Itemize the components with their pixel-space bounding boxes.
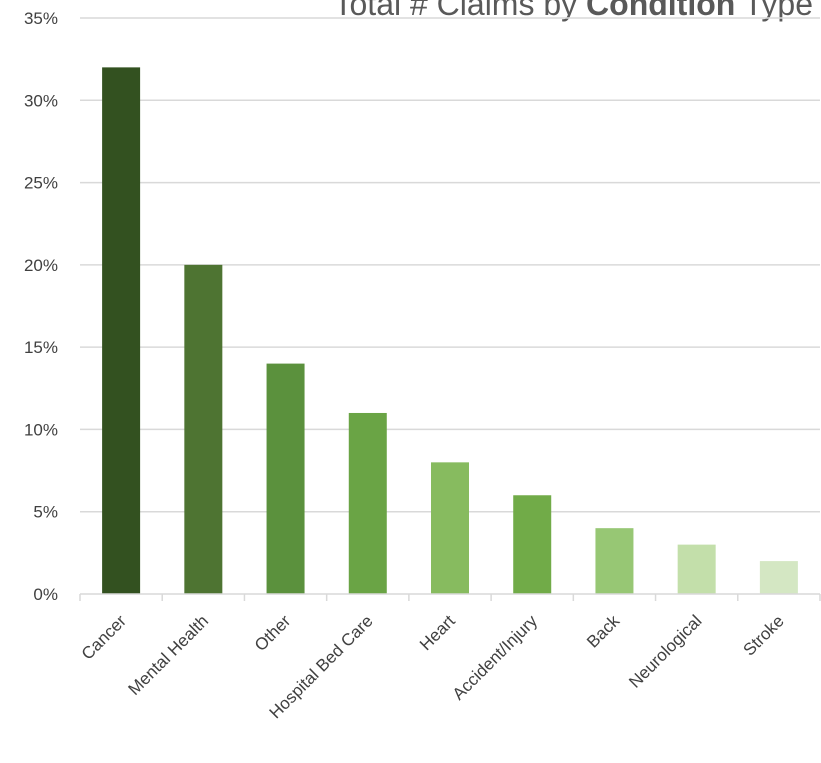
y-tick-label: 5% bbox=[33, 503, 58, 522]
bar bbox=[431, 462, 469, 594]
y-tick-label: 30% bbox=[24, 91, 58, 110]
y-tick-label: 0% bbox=[33, 585, 58, 604]
y-tick-label: 15% bbox=[24, 338, 58, 357]
bar bbox=[513, 495, 552, 594]
y-tick-label: 35% bbox=[24, 9, 58, 28]
x-tick-label: Mental Health bbox=[125, 611, 213, 699]
bar bbox=[677, 544, 716, 594]
x-tick-label: Neurological bbox=[625, 611, 705, 691]
x-axis bbox=[79, 593, 821, 601]
y-tick-label: 25% bbox=[24, 174, 58, 193]
y-axis-ticks: 0% 5% 10% 15% 20% 25% 30% 35% bbox=[24, 9, 58, 604]
x-tick-label: Other bbox=[251, 611, 295, 655]
bar bbox=[759, 561, 798, 594]
x-tick-label: Heart bbox=[416, 611, 459, 654]
bar bbox=[266, 363, 305, 594]
bar bbox=[184, 264, 223, 594]
chart-title: Total # Claims by Condition Type bbox=[333, 0, 814, 22]
bar bbox=[102, 67, 141, 594]
y-tick-label: 20% bbox=[24, 256, 58, 275]
bars bbox=[102, 67, 798, 594]
bar bbox=[595, 528, 634, 594]
y-tick-label: 10% bbox=[24, 420, 58, 439]
bar bbox=[348, 412, 387, 594]
x-tick-label: Accident/Injury bbox=[449, 611, 542, 704]
x-tick-label: Back bbox=[583, 611, 624, 652]
x-tick-label: Stroke bbox=[740, 611, 788, 659]
x-tick-label: Cancer bbox=[78, 611, 130, 663]
